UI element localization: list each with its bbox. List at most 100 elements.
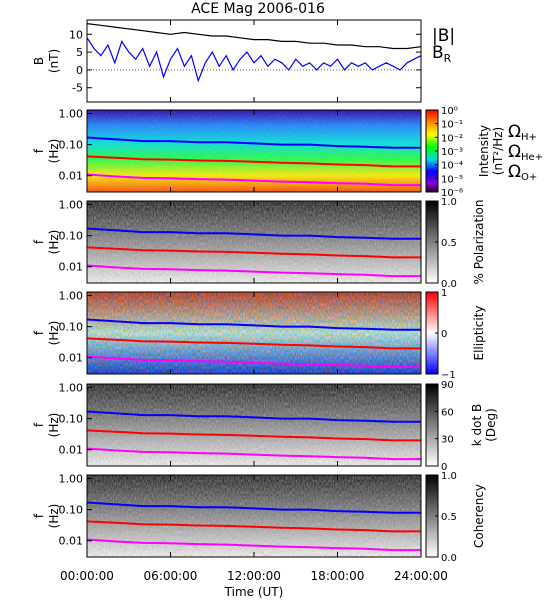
b-plot-area	[87, 20, 421, 102]
ellipticity-ylabel: f	[32, 330, 46, 335]
y-tick-label: 0	[76, 64, 83, 77]
f-tick-label: 1.00	[59, 108, 84, 121]
y-tick-label: 10	[69, 28, 83, 41]
legend-gyro-h: ΩH+	[508, 122, 537, 143]
legend-gyro-symbol: Ω	[508, 122, 521, 142]
kdotb-gyro-h-line	[86, 410, 421, 423]
ellipticity-yunit: (Hz)	[47, 321, 61, 346]
kdotb-colorbar-unit: (Deg)	[484, 408, 498, 442]
legend-gyro-symbol: Ω	[508, 142, 521, 162]
f-tick-label: 0.10	[59, 413, 84, 426]
intensity-colorbar-label: Intensity	[477, 125, 491, 177]
colorbar-tick-label: 0.0	[441, 553, 457, 564]
legend-b-magnitude: |B|	[432, 26, 455, 46]
intensity-panel: 1.00 0.10 0.01 f (Hz) 10⁰ 10⁻¹ 10⁻² 10⁻³ 10⁻⁴ 10⁻⁵…	[32, 106, 505, 199]
colorbar-tick-label: 10⁻²	[441, 133, 463, 144]
x-tick-label: 12:00:00	[227, 569, 281, 583]
polarization-panel: 1.00 0.10 0.01 f (Hz) 1.0 0.5 0.0 % Polarization	[32, 197, 486, 290]
kdotb-ylabel: f	[32, 422, 46, 427]
coherency-gyro-o-line	[86, 538, 421, 552]
ellipticity-gyro-he-line	[86, 337, 421, 350]
x-tick-label: 24:00:00	[394, 569, 448, 583]
polarization-colorbar-label: % Polarization	[472, 200, 486, 285]
polarization-gyro-o-line	[86, 264, 421, 278]
intensity-gyro-he-line	[86, 155, 421, 168]
x-axis-label: Time (UT)	[224, 585, 284, 599]
intensity-ylabel: f	[32, 148, 46, 153]
f-tick-label: 0.01	[59, 352, 84, 365]
coherency-gyro-h-line	[86, 501, 421, 514]
legend-gyro-symbol: Ω	[508, 162, 521, 182]
kdotb-gyro-o-line	[86, 447, 421, 461]
colorbar-tick-label: 1	[441, 288, 447, 299]
x-tick-label: 18:00:00	[311, 569, 365, 583]
f-tick-label: 0.10	[59, 230, 84, 243]
legend-gyro-sub: H+	[521, 132, 537, 143]
colorbar-tick-label: 10⁰	[441, 106, 458, 117]
b-yunit: (nT)	[47, 49, 61, 73]
polarization-yunit: (Hz)	[47, 230, 61, 255]
f-tick-label: 0.10	[59, 139, 84, 152]
f-tick-label: 0.01	[59, 535, 84, 548]
f-tick-label: 1.00	[59, 290, 84, 303]
colorbar-tick-label: 10⁻¹	[441, 120, 463, 131]
ellipticity-gyro-h-line	[86, 318, 421, 331]
polarization-gyro-h-line	[86, 227, 421, 240]
coherency-yunit: (Hz)	[47, 504, 61, 529]
colorbar-tick-label: −1	[441, 370, 456, 381]
colorbar-tick-label: 90	[441, 380, 454, 391]
f-tick-label: 0.01	[59, 261, 84, 274]
f-tick-label: 0.10	[59, 321, 84, 334]
colorbar-tick-label: 0	[441, 329, 447, 340]
kdotb-yunit: (Hz)	[47, 413, 61, 438]
coherency-gyro-he-line	[86, 520, 421, 533]
coherency-panel: 1.00 0.10 0.01 f (Hz) 1.0 0.5 0.0 Coherency	[32, 471, 486, 564]
ellipticity-panel: 1.00 0.10 0.01 f (Hz) 1 0 −1 Ellipticity	[32, 288, 486, 381]
b-radial-line	[86, 37, 422, 83]
colorbar-tick-label: 10⁻⁵	[441, 174, 463, 185]
f-tick-label: 0.01	[59, 444, 84, 457]
x-tick-label: 00:00:00	[60, 569, 114, 583]
legend-gyro-sub: He+	[521, 152, 543, 163]
intensity-gyro-o-line	[86, 173, 421, 187]
colorbar-tick-label: 30	[441, 435, 454, 446]
colorbar-tick-label: 60	[441, 407, 454, 418]
f-tick-label: 0.10	[59, 504, 84, 517]
legend-gyro-sub: O+	[521, 172, 537, 183]
legend-b-radial-symbol: B	[432, 43, 444, 63]
colorbar-tick-label: 10⁻³	[441, 147, 463, 158]
y-tick-label: -5	[72, 82, 83, 95]
legend-b-radial-sub: R	[444, 52, 452, 65]
coherency-ylabel: f	[32, 513, 46, 518]
colorbar-tick-label: 1.0	[441, 197, 457, 208]
colorbar-tick-label: 10⁻⁴	[441, 161, 463, 172]
ellipticity-colorbar-label: Ellipticity	[472, 306, 486, 361]
b-magnitude-line	[86, 23, 422, 50]
legend-b-radial: BR	[432, 43, 452, 65]
f-tick-label: 1.00	[59, 473, 84, 486]
b-ylabel: B	[32, 57, 46, 65]
intensity-colorbar-unit: (nT²/Hz)	[491, 127, 505, 175]
f-tick-label: 1.00	[59, 199, 84, 212]
f-tick-label: 1.00	[59, 382, 84, 395]
polarization-ylabel: f	[32, 239, 46, 244]
colorbar-tick-label: 10⁻⁶	[441, 188, 463, 199]
f-tick-label: 0.01	[59, 170, 84, 183]
colorbar-tick-label: 0.5	[441, 238, 457, 249]
ellipticity-gyro-o-line	[86, 355, 421, 369]
colorbar-tick-label: 0	[441, 462, 447, 473]
intensity-yunit: (Hz)	[47, 139, 61, 164]
y-tick-label: 5	[76, 46, 83, 59]
polarization-gyro-he-line	[86, 246, 421, 259]
colorbar-tick-label: 0.0	[441, 279, 457, 290]
kdotb-panel: 1.00 0.10 0.01 f (Hz) 90 60 30 0 k dot B (Deg)	[32, 380, 498, 473]
coherency-colorbar-label: Coherency	[472, 484, 486, 548]
figure-title: ACE Mag 2006-016	[191, 1, 325, 17]
x-tick-label: 06:00:00	[144, 569, 198, 583]
legend-gyro-he: ΩHe+	[508, 142, 543, 163]
legend-gyro-o: ΩO+	[508, 162, 537, 183]
colorbar-tick-label: 1.0	[441, 471, 457, 482]
kdotb-colorbar-label: k dot B	[470, 404, 484, 446]
